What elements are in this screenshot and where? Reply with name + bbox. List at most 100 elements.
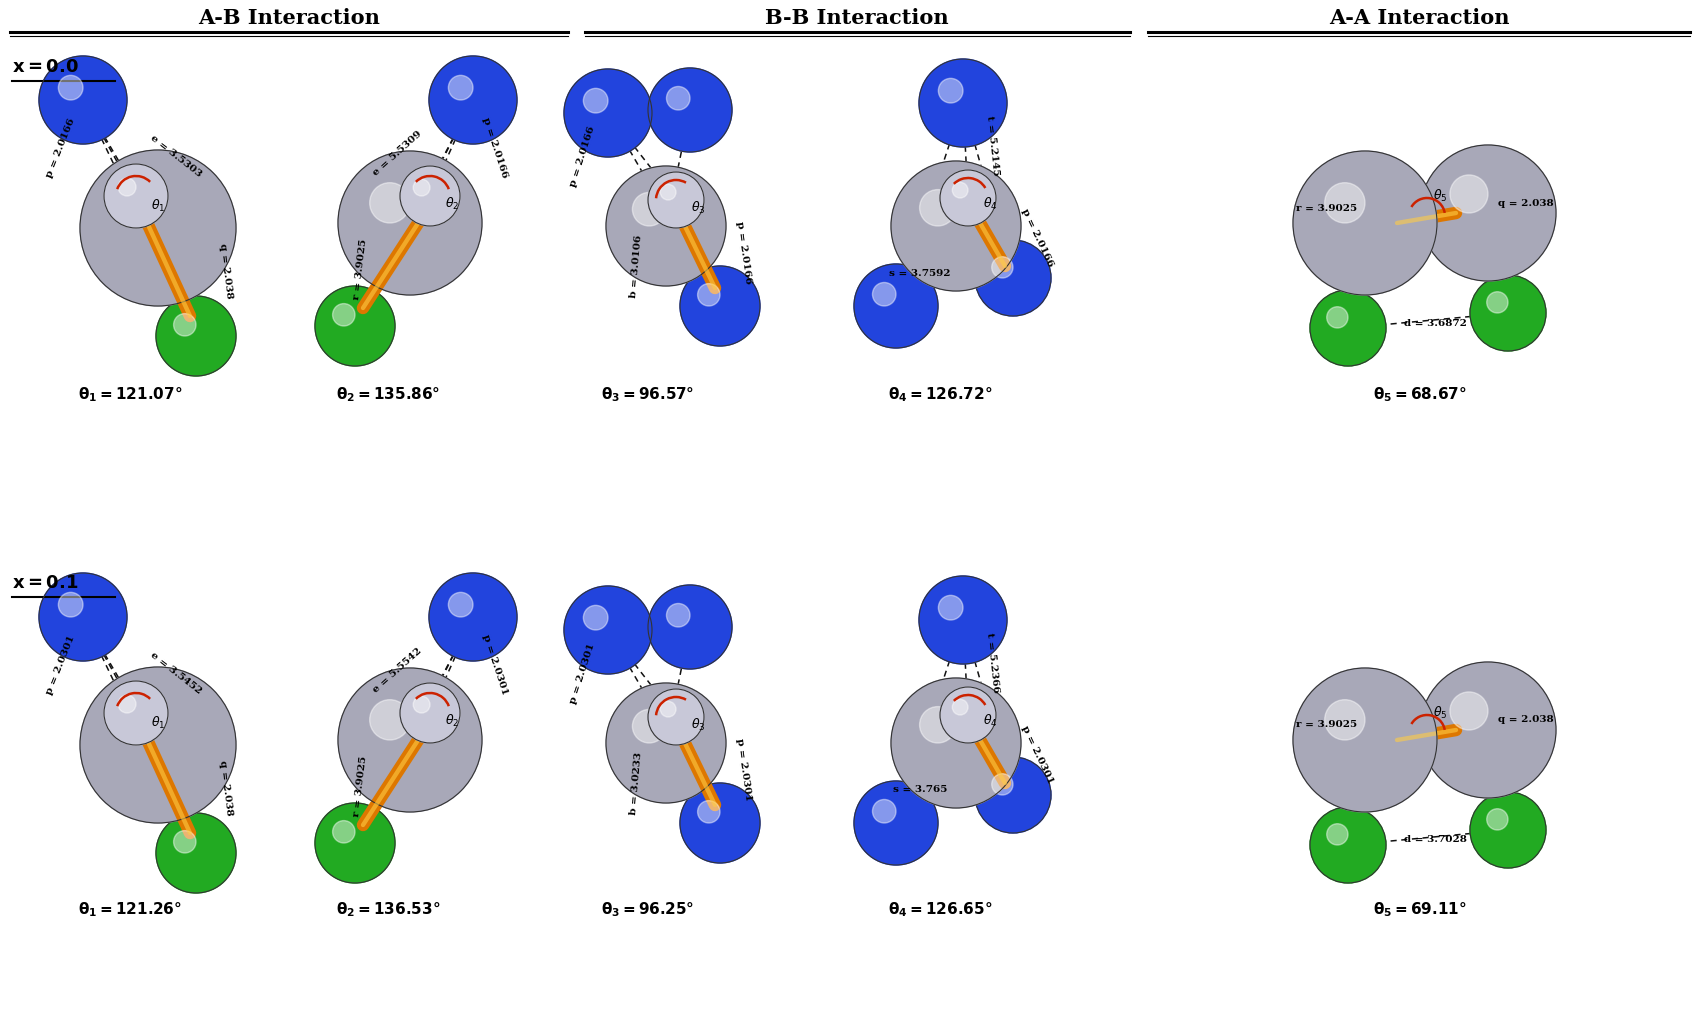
Circle shape	[1324, 700, 1363, 740]
Text: p = 2.0301: p = 2.0301	[567, 642, 596, 705]
Circle shape	[114, 701, 158, 746]
Text: B-B Interaction: B-B Interaction	[764, 8, 947, 28]
Circle shape	[666, 87, 689, 110]
Circle shape	[39, 573, 127, 661]
Circle shape	[939, 687, 995, 743]
Circle shape	[939, 170, 995, 226]
Text: t = 5.2145: t = 5.2145	[985, 115, 1000, 176]
Text: $\mathbf{\theta_3 = 96.25°}$: $\mathbf{\theta_3 = 96.25°}$	[601, 901, 694, 919]
Text: e = 5.5542: e = 5.5542	[370, 646, 423, 694]
Text: $\theta_3$: $\theta_3$	[691, 200, 705, 216]
Text: p = 2.0301: p = 2.0301	[1019, 725, 1054, 786]
Text: $\mathbf{\theta_4 = 126.72°}$: $\mathbf{\theta_4 = 126.72°}$	[888, 386, 992, 404]
Text: p = 2.0166: p = 2.0166	[1019, 208, 1054, 269]
Text: q = 2.038: q = 2.038	[217, 243, 234, 299]
Text: $\mathbf{x = 0.1}$: $\mathbf{x = 0.1}$	[12, 574, 78, 592]
Text: r = 3.9025: r = 3.9025	[1296, 721, 1357, 730]
Circle shape	[1448, 175, 1487, 213]
Text: $\mathbf{\theta_5 = 68.67°}$: $\mathbf{\theta_5 = 68.67°}$	[1372, 386, 1465, 404]
Text: $\mathbf{\theta_4 = 126.65°}$: $\mathbf{\theta_4 = 126.65°}$	[888, 901, 992, 919]
Circle shape	[647, 68, 732, 152]
Text: A-B Interaction: A-B Interaction	[199, 8, 380, 28]
Circle shape	[564, 69, 652, 157]
Text: q = 2.038: q = 2.038	[1498, 716, 1554, 725]
Circle shape	[333, 304, 355, 326]
Circle shape	[992, 256, 1012, 278]
Circle shape	[156, 296, 236, 376]
Circle shape	[1326, 307, 1347, 328]
Circle shape	[1326, 824, 1347, 845]
Circle shape	[370, 183, 409, 223]
Circle shape	[606, 683, 725, 803]
Text: A-A Interaction: A-A Interaction	[1328, 8, 1508, 28]
Circle shape	[661, 184, 676, 200]
Circle shape	[937, 79, 963, 103]
Text: $\mathbf{\theta_1 = 121.07°}$: $\mathbf{\theta_1 = 121.07°}$	[78, 386, 182, 404]
Text: $\mathbf{\theta_3 = 96.57°}$: $\mathbf{\theta_3 = 96.57°}$	[601, 386, 694, 404]
Circle shape	[104, 681, 168, 746]
Circle shape	[582, 88, 608, 113]
Circle shape	[1324, 183, 1363, 223]
Circle shape	[992, 773, 1012, 795]
Circle shape	[370, 700, 409, 740]
Text: p = 2.0166: p = 2.0166	[44, 117, 76, 179]
Text: s = 3.765: s = 3.765	[891, 786, 946, 794]
Text: p = 2.0301: p = 2.0301	[44, 634, 76, 696]
Text: $\mathbf{\theta_2 = 136.53°}$: $\mathbf{\theta_2 = 136.53°}$	[336, 901, 440, 919]
Text: $\theta_1$: $\theta_1$	[151, 714, 165, 731]
Circle shape	[661, 701, 676, 717]
Circle shape	[647, 585, 732, 669]
Circle shape	[413, 179, 430, 196]
Circle shape	[975, 240, 1051, 316]
Text: $\theta_2$: $\theta_2$	[445, 196, 458, 212]
Text: p = 2.0166: p = 2.0166	[481, 117, 509, 180]
Circle shape	[582, 605, 608, 630]
Text: $\theta_4$: $\theta_4$	[981, 196, 997, 212]
Circle shape	[1448, 692, 1487, 730]
Circle shape	[919, 576, 1007, 664]
Circle shape	[1469, 792, 1545, 868]
Circle shape	[173, 830, 195, 853]
Text: $\mathbf{\theta_2 = 135.86°}$: $\mathbf{\theta_2 = 135.86°}$	[336, 386, 440, 404]
Text: $\theta_5$: $\theta_5$	[1431, 705, 1447, 721]
Circle shape	[338, 151, 482, 295]
Circle shape	[1309, 807, 1386, 883]
Circle shape	[314, 286, 394, 366]
Text: $\theta_5$: $\theta_5$	[1431, 188, 1447, 204]
Circle shape	[975, 757, 1051, 833]
Circle shape	[58, 592, 83, 617]
Circle shape	[854, 264, 937, 348]
Circle shape	[1292, 151, 1437, 295]
Circle shape	[80, 667, 236, 823]
Circle shape	[314, 803, 394, 883]
Circle shape	[632, 192, 666, 226]
Circle shape	[564, 586, 652, 674]
Circle shape	[919, 59, 1007, 147]
Text: $\theta_4$: $\theta_4$	[981, 713, 997, 729]
Text: s = 3.7592: s = 3.7592	[888, 269, 951, 277]
Circle shape	[937, 596, 963, 620]
Circle shape	[156, 813, 236, 893]
Text: p = 2.0166: p = 2.0166	[567, 125, 596, 188]
Circle shape	[698, 800, 720, 823]
Circle shape	[117, 178, 136, 196]
Circle shape	[413, 696, 430, 713]
Circle shape	[854, 781, 937, 865]
Circle shape	[1469, 275, 1545, 351]
Circle shape	[39, 56, 127, 144]
Circle shape	[1486, 292, 1508, 313]
Text: $\mathbf{\theta_5 = 69.11°}$: $\mathbf{\theta_5 = 69.11°}$	[1372, 901, 1465, 919]
Text: d = 3.6872: d = 3.6872	[1403, 318, 1465, 328]
Circle shape	[1420, 662, 1555, 798]
Circle shape	[399, 683, 460, 743]
Circle shape	[114, 184, 158, 229]
Text: $\mathbf{\theta_1 = 121.26°}$: $\mathbf{\theta_1 = 121.26°}$	[78, 901, 182, 919]
Circle shape	[104, 164, 168, 229]
Circle shape	[679, 266, 759, 346]
Text: b = 3.0233: b = 3.0233	[628, 752, 644, 815]
Circle shape	[606, 166, 725, 286]
Text: $\mathbf{x = 0.0}$: $\mathbf{x = 0.0}$	[12, 58, 78, 77]
Circle shape	[890, 161, 1020, 291]
Circle shape	[333, 821, 355, 843]
Circle shape	[430, 56, 516, 144]
